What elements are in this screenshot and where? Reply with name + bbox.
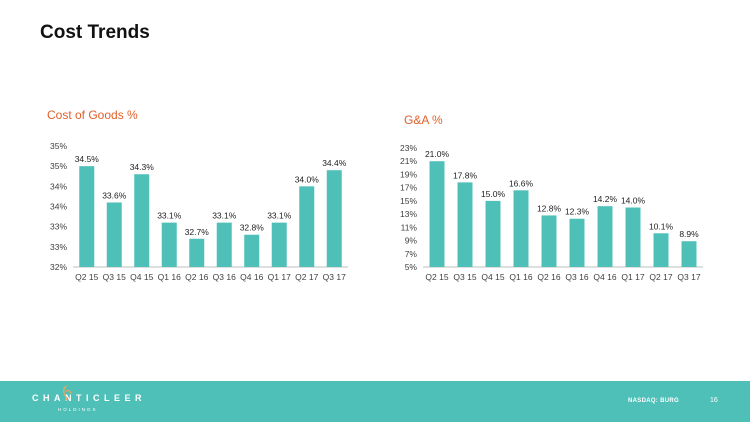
x-tick-label: Q3 15 — [103, 272, 126, 282]
y-tick-label: 35% — [50, 141, 67, 151]
company-logo: CHANTICLEER HOLDINGS — [32, 385, 146, 412]
x-tick-label: Q2 17 — [295, 272, 318, 282]
page-title: Cost Trends — [40, 22, 150, 43]
page-number: 16 — [710, 397, 718, 404]
data-label: 33.1% — [212, 211, 237, 221]
logo-subtext: HOLDINGS — [58, 407, 98, 412]
bar-q4-15 — [134, 174, 150, 267]
data-label: 8.9% — [679, 229, 699, 239]
x-tick-label: Q2 15 — [75, 272, 98, 282]
bar-q2-16 — [189, 238, 205, 267]
y-tick-label: 34% — [50, 181, 67, 191]
data-label: 14.2% — [593, 194, 618, 204]
x-tick-label: Q3 16 — [213, 272, 236, 282]
data-label: 12.3% — [565, 207, 590, 217]
logo-text: CHANTICLEER — [32, 393, 146, 403]
bar-q2-16 — [541, 215, 557, 267]
data-label: 34.0% — [295, 174, 320, 184]
data-label: 16.6% — [509, 178, 534, 188]
x-tick-label: Q4 15 — [481, 272, 504, 282]
data-label: 12.8% — [537, 203, 562, 213]
bar-q2-15 — [429, 161, 445, 267]
bar-q4-16 — [597, 206, 613, 267]
bar-q3-17 — [681, 241, 697, 267]
y-tick-label: 33% — [50, 222, 67, 232]
rooster-icon — [62, 385, 72, 401]
data-label: 33.1% — [157, 211, 182, 221]
bar-q2-15 — [79, 166, 95, 267]
bar-q4-16 — [244, 234, 260, 267]
y-tick-label: 5% — [405, 262, 418, 272]
x-tick-label: Q3 15 — [453, 272, 476, 282]
y-tick-label: 7% — [405, 249, 418, 259]
x-tick-label: Q4 16 — [593, 272, 616, 282]
y-tick-label: 33% — [50, 242, 67, 252]
y-tick-label: 9% — [405, 236, 418, 246]
y-tick-label: 32% — [50, 262, 67, 272]
x-tick-label: Q4 16 — [240, 272, 263, 282]
x-tick-label: Q2 16 — [537, 272, 560, 282]
ga-bar-chart: 5% 7% 9% 11% 13% 15% 17% 19% 21% 23% 21.0% Q2 15 17.… — [400, 143, 703, 282]
y-tick-label: 15% — [400, 196, 417, 206]
data-label: 14.0% — [621, 196, 646, 206]
ga-chart-title: G&A % — [404, 113, 443, 127]
data-label: 34.4% — [322, 158, 347, 168]
bar-q3-15 — [106, 202, 122, 267]
y-tick-label: 17% — [400, 183, 417, 193]
bar-q1-16 — [513, 190, 529, 267]
data-label: 32.8% — [240, 223, 265, 233]
x-tick-label: Q3 16 — [565, 272, 588, 282]
data-label: 17.8% — [453, 170, 478, 180]
y-tick-label: 35% — [50, 161, 67, 171]
x-tick-label: Q2 16 — [185, 272, 208, 282]
x-tick-label: Q3 17 — [677, 272, 700, 282]
data-label: 34.5% — [75, 154, 100, 164]
bar-q1-17 — [271, 222, 287, 267]
x-tick-label: Q1 17 — [621, 272, 644, 282]
data-label: 21.0% — [425, 149, 450, 159]
bar-q2-17 — [299, 186, 315, 267]
x-tick-label: Q1 17 — [268, 272, 291, 282]
x-tick-label: Q1 16 — [158, 272, 181, 282]
bar-q1-17 — [625, 207, 641, 267]
cogs-chart-title: Cost of Goods % — [47, 108, 138, 122]
x-tick-label: Q2 15 — [425, 272, 448, 282]
data-label: 32.7% — [185, 227, 210, 237]
y-tick-label: 23% — [400, 143, 417, 153]
bar-q2-17 — [653, 233, 669, 267]
data-label: 34.3% — [130, 162, 155, 172]
data-label: 33.6% — [102, 190, 127, 200]
bar-q4-15 — [485, 200, 501, 267]
bar-q3-16 — [216, 222, 232, 267]
bar-q1-16 — [161, 222, 177, 267]
data-label: 10.1% — [649, 221, 674, 231]
y-tick-label: 13% — [400, 209, 417, 219]
data-label: 33.1% — [267, 211, 292, 221]
bar-q3-16 — [569, 218, 585, 267]
y-tick-label: 21% — [400, 156, 417, 166]
y-tick-label: 11% — [401, 222, 418, 232]
data-label: 15.0% — [481, 189, 506, 199]
bar-q3-15 — [457, 182, 473, 267]
ticker-symbol: NASDAQ: BURG — [628, 398, 679, 404]
x-tick-label: Q2 17 — [649, 272, 672, 282]
y-tick-label: 19% — [400, 169, 417, 179]
x-tick-label: Q1 16 — [509, 272, 532, 282]
x-tick-label: Q3 17 — [323, 272, 346, 282]
y-tick-label: 34% — [50, 202, 67, 212]
footer-bar: CHANTICLEER HOLDINGS NASDAQ: BURG 16 — [0, 381, 750, 422]
bar-q3-17 — [326, 170, 342, 267]
x-tick-label: Q4 15 — [130, 272, 153, 282]
cogs-bar-chart: 32% 33% 33% 34% 34% 35% 35% 34.5% Q2 15 33.6% Q3 1… — [50, 141, 348, 282]
